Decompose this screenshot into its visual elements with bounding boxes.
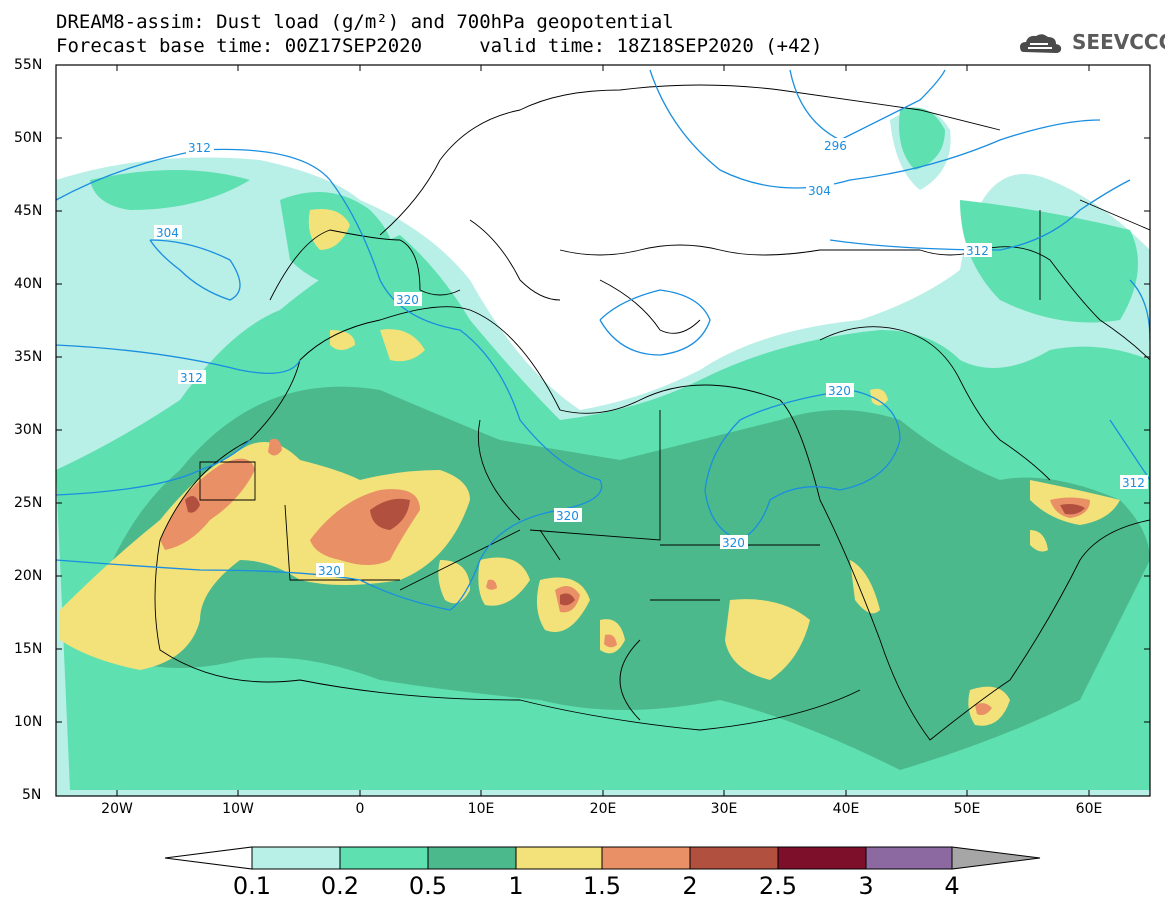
colorbar-low-arrow bbox=[164, 846, 253, 870]
lat-label-25n: 25N bbox=[14, 495, 43, 511]
title-line-2: Forecast base time: 00Z17SEP2020 valid t… bbox=[56, 35, 823, 57]
lat-label-50n: 50N bbox=[14, 130, 43, 146]
lat-label-35n: 35N bbox=[14, 349, 43, 365]
colorbar-swatch-1 bbox=[340, 847, 428, 869]
lon-label-20w: 20W bbox=[101, 801, 133, 817]
contour-label-296: 296 bbox=[824, 139, 847, 153]
colorbar-high-arrow bbox=[952, 847, 1040, 869]
lat-label-55n: 55N bbox=[14, 57, 43, 73]
lon-label-40e: 40E bbox=[832, 801, 860, 817]
lon-label-30e: 30E bbox=[710, 801, 738, 817]
lat-label-10n: 10N bbox=[14, 714, 43, 730]
lat-label-20n: 20N bbox=[14, 568, 43, 584]
colorbar-label-0: 0.1 bbox=[232, 872, 272, 900]
lat-label-40n: 40N bbox=[14, 276, 43, 292]
colorbar-swatch-2 bbox=[428, 847, 516, 869]
colorbar-label-4: 1.5 bbox=[582, 872, 622, 900]
contour-label-312-d: 312 bbox=[1122, 476, 1145, 490]
lon-label-10e: 10E bbox=[467, 801, 495, 817]
colorbar-label-5: 2 bbox=[682, 872, 698, 900]
colorbar-swatch-6 bbox=[778, 847, 866, 869]
contour-label-312-c: 312 bbox=[966, 244, 989, 258]
seevccc-cloud-logo-icon bbox=[1020, 34, 1062, 53]
colorbar bbox=[164, 846, 1041, 870]
contour-label-320-a: 320 bbox=[396, 293, 419, 307]
title-line-1: DREAM8-assim: Dust load (g/m²) and 700hP… bbox=[56, 11, 674, 33]
lat-label-30n: 30N bbox=[14, 422, 43, 438]
colorbar-label-6: 2.5 bbox=[758, 872, 798, 900]
colorbar-label-1: 0.2 bbox=[320, 872, 360, 900]
colorbar-label-8: 4 bbox=[944, 872, 960, 900]
colorbar-swatch-3 bbox=[516, 847, 602, 869]
contour-label-304-b: 304 bbox=[808, 184, 831, 198]
lon-label-60e: 60E bbox=[1075, 801, 1103, 817]
colorbar-swatch-4 bbox=[602, 847, 690, 869]
contour-labels: 312 304 320 312 320 320 320 296 304 312 … bbox=[154, 138, 1148, 578]
contour-label-320-c: 320 bbox=[556, 509, 579, 523]
colorbar-label-3: 1 bbox=[508, 872, 524, 900]
colorbar-swatch-7 bbox=[866, 847, 952, 869]
coastlines-borders bbox=[154, 84, 1150, 741]
colorbar-swatch-5 bbox=[690, 847, 778, 869]
lon-label-0: 0 bbox=[355, 801, 365, 817]
lat-label-15n: 15N bbox=[14, 641, 43, 657]
contour-label-320-b: 320 bbox=[318, 564, 341, 578]
lon-label-20e: 20E bbox=[589, 801, 617, 817]
lon-label-10w: 10W bbox=[222, 801, 254, 817]
colorbar-label-2: 0.5 bbox=[408, 872, 448, 900]
contour-label-320-e: 320 bbox=[828, 384, 851, 398]
dust-shading bbox=[56, 107, 1150, 796]
colorbar-label-7: 3 bbox=[858, 872, 874, 900]
lon-label-50e: 50E bbox=[953, 801, 981, 817]
contour-label-320-d: 320 bbox=[722, 536, 745, 550]
contour-label-312-a: 312 bbox=[188, 141, 211, 155]
lat-label-5n: 5N bbox=[22, 787, 42, 803]
contour-label-304: 304 bbox=[156, 226, 179, 240]
axis-ticks bbox=[56, 64, 1150, 796]
lat-label-45n: 45N bbox=[14, 203, 43, 219]
colorbar-swatch-0 bbox=[252, 847, 340, 869]
logo-text: SEEVCCC bbox=[1072, 30, 1165, 54]
contour-label-312-b: 312 bbox=[180, 371, 203, 385]
